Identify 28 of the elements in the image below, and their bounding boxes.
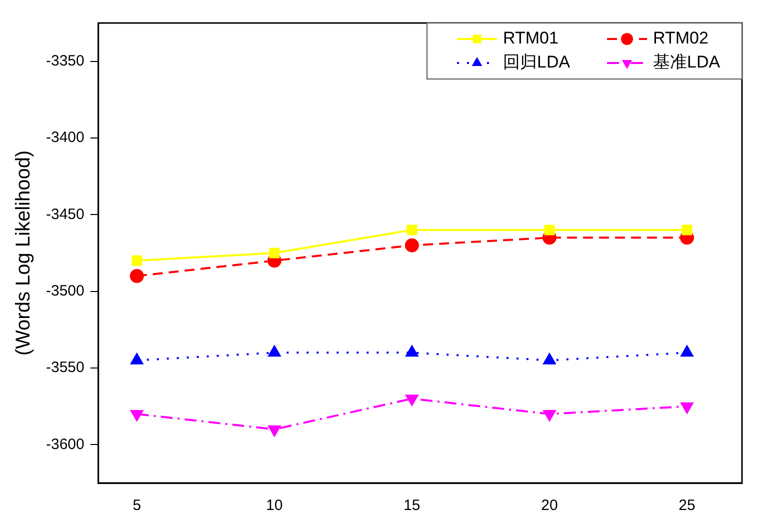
point bbox=[543, 410, 556, 421]
point bbox=[269, 248, 280, 258]
x-tick-label: 5 bbox=[132, 497, 142, 514]
legend-label: 基准LDA bbox=[653, 52, 721, 72]
point bbox=[406, 224, 418, 236]
point bbox=[680, 402, 694, 414]
y-tick-label: -3600 bbox=[46, 436, 84, 453]
y-tick-label: -3400 bbox=[46, 129, 84, 146]
x-tick-label: 10 bbox=[266, 497, 283, 514]
y-axis-title: (Words Log Likelihood) bbox=[12, 150, 35, 356]
point bbox=[682, 224, 692, 236]
x-tick-label: 25 bbox=[678, 497, 696, 514]
x-tick-label: 20 bbox=[541, 497, 558, 514]
y-tick-label: -3350 bbox=[46, 52, 84, 70]
point bbox=[268, 425, 281, 436]
point bbox=[130, 410, 144, 421]
point bbox=[130, 269, 144, 283]
legend-label: RTM02 bbox=[653, 28, 708, 48]
legend-label: RTM01 bbox=[503, 28, 558, 48]
x-tick-label: 15 bbox=[404, 497, 420, 514]
legend-label: 回归LDA bbox=[503, 52, 571, 72]
y-tick-label: -3500 bbox=[46, 282, 84, 300]
y-tick-label: -3450 bbox=[46, 206, 84, 223]
point bbox=[132, 255, 142, 266]
point bbox=[404, 238, 419, 252]
y-tick-label: -3550 bbox=[46, 359, 84, 376]
point bbox=[544, 224, 555, 236]
point bbox=[406, 394, 418, 406]
